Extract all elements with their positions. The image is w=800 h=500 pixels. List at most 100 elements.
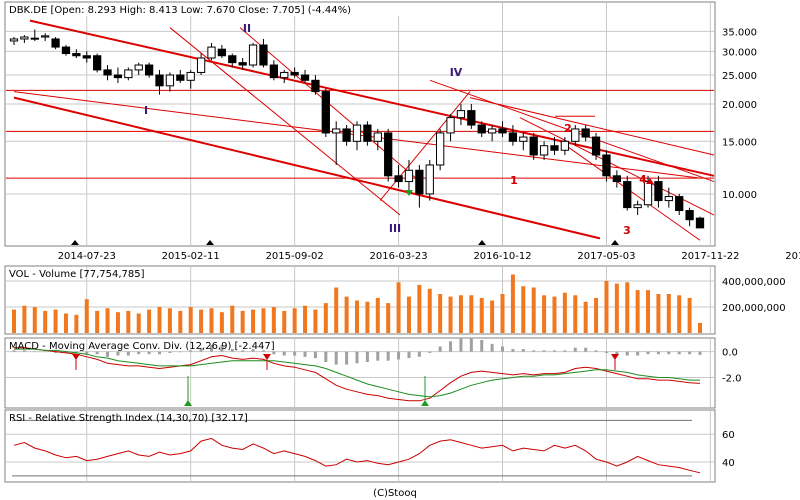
period-marker [206,240,214,245]
candle-body [259,44,268,66]
macd-histogram-bar [220,345,224,352]
count-label: 3 [623,224,631,237]
candle-body [384,132,393,177]
candle-body [144,64,154,76]
volume-bar [646,290,651,333]
macd-histogram-bar [563,350,567,352]
macd-histogram-bar [688,351,692,355]
date-tick-label: 2017-05-03 [577,251,635,262]
candle-body [581,128,590,138]
macd-histogram-bar [469,338,473,352]
price-grid [6,3,714,245]
macd-histogram-bar [303,351,307,357]
volume-bar [698,322,702,333]
macd-histogram-bar [438,346,442,352]
candle-body [280,71,289,79]
volume-bar [323,303,328,333]
macd-buy-marker [184,400,192,406]
volume-bar [261,308,266,333]
volume-bar [562,292,567,333]
candle-body [467,110,476,126]
candle-body [9,38,19,42]
volume-bar [687,297,692,333]
volume-bar [147,309,152,333]
volume-bar [469,295,474,333]
volume-bar [448,296,453,333]
wave-channel-line [169,27,401,216]
price-tick-label: 35.000 [722,27,757,38]
macd-histogram-bar [324,351,328,362]
macd-histogram [12,338,702,365]
macd-histogram-bar [137,351,141,355]
volume-bar [43,310,48,333]
volume-bar [95,310,100,333]
macd-histogram-bar [594,350,598,352]
candle-body [82,55,91,59]
macd-histogram-bar [189,350,193,352]
candle-body [404,169,414,183]
macd-histogram-bar [54,351,58,353]
candle-body [529,136,538,156]
candle-body [695,217,705,229]
volume-bar [303,305,308,333]
candle-body [300,74,310,81]
candle-body [103,69,112,76]
candle-body [519,136,528,142]
buy-marker [405,190,413,196]
candle-body [352,124,362,142]
date-axis: 2014-07-23 2015-02-11 2015-09-02 2016-03-23… [58,251,800,262]
price-y-ticks: 35.000 30.000 25.000 20.000 15.000 10.000 [722,27,757,201]
volume-bar [406,296,411,333]
macd-histogram-bar [116,351,120,356]
macd-histogram-bar [511,349,515,352]
volume-bar [219,312,224,333]
candle-body [248,44,258,66]
sell-marker [646,178,654,184]
rsi-panel-frame [4,409,716,483]
macd-line [14,347,701,402]
volume-bar [666,294,671,333]
period-marker [478,240,486,245]
volume-tick-label: 400,000,000 [722,277,786,288]
macd-histogram-bar [552,350,556,352]
volume-bar [63,313,68,333]
volume-bar [105,308,110,333]
candle-body [436,132,445,166]
macd-histogram-bar [334,351,338,365]
candle-body [93,55,102,71]
macd-histogram-bar [22,350,26,352]
macd-sell-marker [72,354,80,360]
candle-body [685,210,694,221]
volume-tick-label: 200,000,000 [722,303,786,314]
price-tick-label: 15.000 [722,137,757,148]
rsi-tick-label: 60 [722,430,735,441]
macd-histogram-bar [95,351,99,355]
count-label: 2 [564,122,572,135]
volume-bar [583,301,588,333]
lower-channel-line [13,96,601,240]
candles [9,29,705,229]
volume-bar [12,309,16,333]
macd-histogram-bar [407,351,411,359]
volume-bar [614,283,619,333]
macd-histogram-bar [85,351,89,355]
candle-body [508,132,518,142]
volume-bar [334,287,339,333]
volume-bar [178,310,183,333]
volume-bar [656,294,661,333]
volume-bar [355,300,359,333]
macd-histogram-bar [573,347,577,352]
candle-body [238,62,247,66]
candle-body [675,196,684,212]
macd-y-ticks: 0.0 -2.0 [722,348,742,385]
count-label: 4 [639,173,647,186]
macd-histogram-bar [126,351,130,356]
volume-bar [375,297,380,333]
candle-body [425,164,434,195]
volume-bar [115,312,120,333]
macd-histogram-bar [428,351,432,353]
candle-body [664,196,673,202]
volume-bar [531,287,536,333]
macd-histogram-bar [106,351,110,357]
